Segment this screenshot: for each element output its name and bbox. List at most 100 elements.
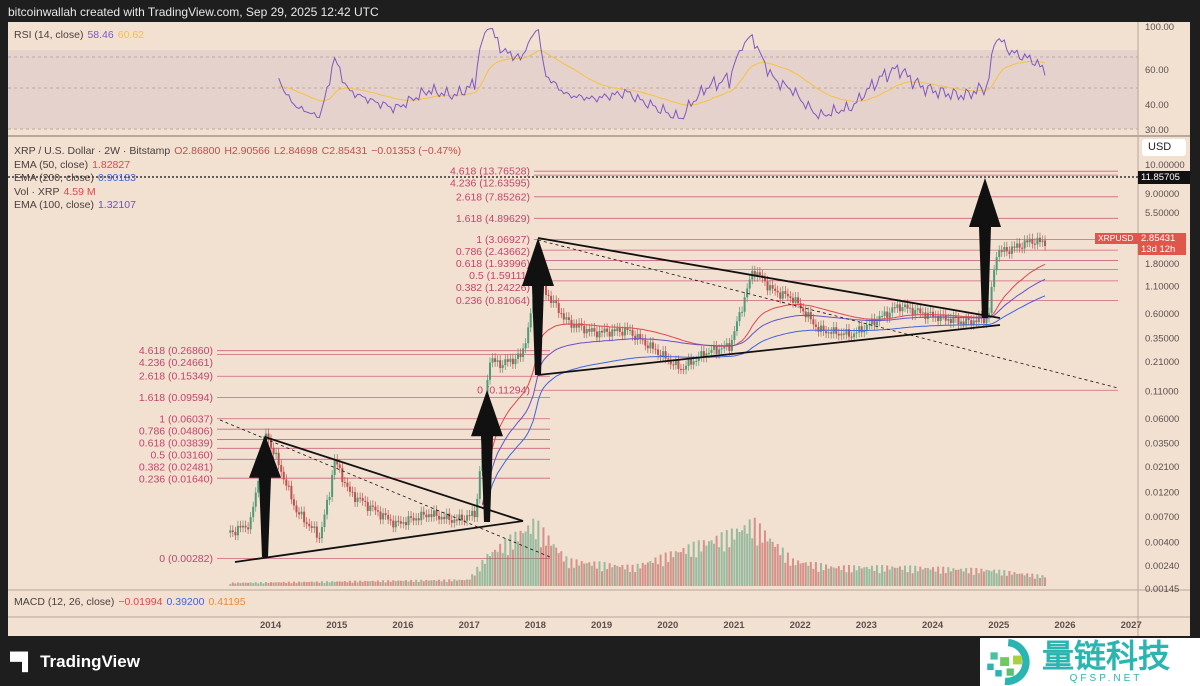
volume-bar: [578, 565, 581, 586]
candle-body: [672, 364, 675, 366]
volume-bar: [565, 556, 568, 586]
candle-body: [1000, 250, 1003, 252]
candle-body: [298, 512, 301, 515]
ema50-line: [481, 264, 1046, 505]
triangle-trendline: [264, 436, 524, 522]
candle-body: [415, 518, 418, 521]
price-axis-tick: 1.80000: [1145, 259, 1179, 270]
candle-body: [982, 318, 985, 324]
candle-body: [463, 520, 466, 522]
volume-bar: [616, 565, 619, 586]
volume-bar: [315, 581, 318, 586]
volume-bar: [769, 538, 772, 586]
volume-bar: [453, 579, 456, 586]
dotted-line-price-tag: 11.85705: [1138, 171, 1190, 184]
candle-body: [277, 452, 280, 466]
volume-bar: [244, 582, 247, 586]
candle-body: [374, 506, 377, 511]
tradingview-logo[interactable]: ▀▌ TradingView: [10, 652, 140, 672]
candle-body: [957, 317, 960, 325]
ema100-line: [481, 278, 1046, 506]
volume-bar: [761, 542, 764, 586]
candle-body: [886, 311, 889, 318]
candle-body: [629, 329, 632, 331]
volume-bar: [1008, 570, 1011, 586]
volume-bar: [585, 563, 588, 586]
time-axis-tick: 2025: [988, 620, 1010, 631]
volume-bar: [601, 571, 604, 586]
candle-body: [904, 304, 907, 308]
volume-bar: [354, 580, 357, 586]
volume-bar: [748, 519, 751, 586]
candle-body: [1026, 240, 1029, 243]
macd-hist-value: −0.01994: [118, 596, 163, 608]
candle-body: [552, 300, 555, 303]
candle-body: [990, 286, 993, 313]
time-axis-tick: 2017: [459, 620, 480, 631]
candle-body: [550, 295, 553, 303]
candle-body: [695, 360, 698, 362]
volume-bar: [346, 582, 349, 586]
volume-bar: [886, 565, 889, 586]
triangle-trendline: [234, 520, 524, 563]
volume-bar: [914, 565, 917, 586]
volume-bar: [690, 556, 693, 586]
candle-body: [791, 297, 794, 303]
price-axis-tick: 0.00400: [1145, 538, 1179, 549]
candle-body: [807, 312, 810, 318]
volume-bar: [977, 573, 980, 586]
volume-bar: [672, 557, 675, 586]
candle-body: [453, 519, 456, 523]
candle-body: [687, 358, 690, 366]
volume-bar: [532, 518, 535, 586]
candle-body: [376, 510, 379, 512]
candle-body: [257, 480, 260, 493]
watermark-en: QFSP.NET: [1069, 672, 1143, 684]
candle-body: [412, 517, 415, 521]
time-axis-tick: 2026: [1054, 620, 1075, 631]
candle-body: [893, 307, 896, 309]
candle-body: [888, 312, 891, 318]
volume-bar: [356, 582, 359, 586]
candle-body: [916, 308, 919, 311]
price-axis-tick: 0.21000: [1145, 357, 1179, 368]
candle-body: [524, 343, 527, 349]
candle-body: [817, 326, 820, 332]
candle-body: [460, 514, 463, 521]
candle-body: [1023, 240, 1026, 249]
candle-body: [254, 492, 257, 507]
volume-bar: [308, 581, 311, 586]
candle-body: [275, 452, 278, 455]
candle-body: [292, 499, 295, 506]
candle-body: [361, 498, 364, 501]
candle-body: [593, 328, 596, 332]
candle-body: [881, 315, 884, 317]
fib-level-label: 0.236 (0.81064): [456, 295, 530, 307]
candle-body: [438, 515, 441, 520]
candle-body: [229, 530, 232, 533]
volume-bar: [730, 528, 733, 586]
rsi-ma-line: [278, 50, 1046, 106]
volume-bar: [471, 574, 474, 586]
candle-body: [496, 360, 499, 362]
volume-bar: [234, 583, 237, 586]
candle-body: [873, 318, 876, 326]
volume-bar: [376, 580, 379, 586]
volume-bar: [522, 533, 525, 586]
candle-body: [631, 329, 634, 336]
volume-bar: [1005, 575, 1008, 586]
candle-body: [430, 514, 433, 517]
volume-bar: [641, 562, 644, 586]
candle-body: [504, 359, 507, 366]
candle-body: [1028, 238, 1031, 243]
candle-body: [710, 349, 713, 353]
currency-button[interactable]: USD: [1142, 139, 1186, 156]
volume-bar: [763, 530, 766, 586]
volume-bar: [898, 566, 901, 586]
time-axis-tick: 2027: [1121, 620, 1142, 631]
candle-body: [883, 311, 886, 316]
volume-bar: [333, 581, 336, 586]
candle-body: [305, 522, 308, 524]
volume-bar: [254, 582, 257, 586]
